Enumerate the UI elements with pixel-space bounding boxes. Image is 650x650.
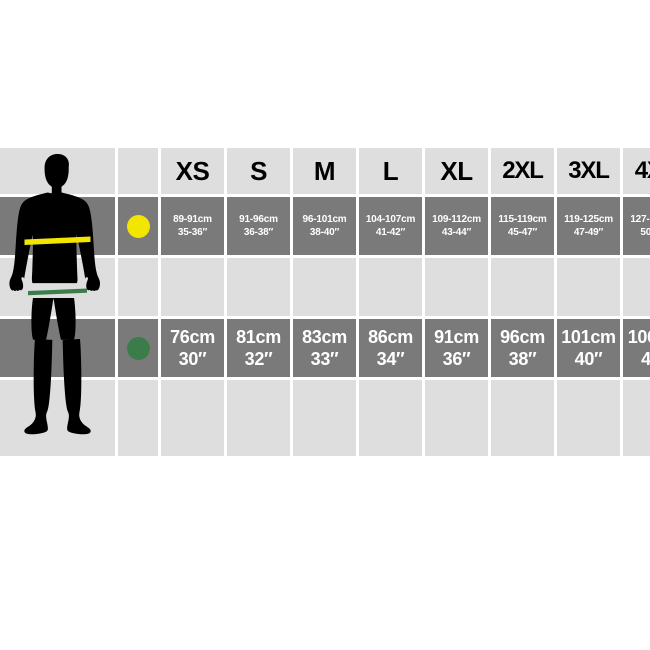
chest-cm-3xl: 119-125cm xyxy=(564,213,613,225)
legend-cell-footer xyxy=(118,380,158,456)
waist-cm-m: 83cm xyxy=(302,326,347,347)
spacer-cell-2xl xyxy=(491,258,554,316)
column-header-m: M xyxy=(293,148,356,194)
waist-cell-3xl: 101cm 40″ xyxy=(557,319,620,377)
chest-cell-4xl: 127-132cm 50-52″ xyxy=(623,197,650,255)
figure-cell-waist-row xyxy=(0,319,115,377)
figure-cell-chest-row xyxy=(0,197,115,255)
waist-in-2xl: 38″ xyxy=(508,349,537,369)
column-header-3xl: 3XL xyxy=(557,148,620,194)
spacer-cell-l xyxy=(359,258,422,316)
chest-cm-xl: 109-112cm xyxy=(432,213,481,225)
chest-cm-m: 96-101cm xyxy=(302,213,347,225)
green-dot-icon xyxy=(126,336,150,360)
chest-cell-xs: 89-91cm 35-36″ xyxy=(161,197,224,255)
waist-cm-xl: 91cm xyxy=(434,326,479,347)
legend-cell-spacer xyxy=(118,258,158,316)
waist-cell-xl: 91cm 36″ xyxy=(425,319,488,377)
column-header-2xl: 2XL xyxy=(491,148,554,194)
chest-in-s: 36-38″ xyxy=(243,227,274,238)
chest-cm-s: 91-96cm xyxy=(239,213,278,225)
spacer-cell-m xyxy=(293,258,356,316)
waist-cell-m: 83cm 33″ xyxy=(293,319,356,377)
waist-cm-4xl: 106cm xyxy=(627,326,650,347)
waist-in-xl: 36″ xyxy=(442,349,471,369)
figure-cell-header xyxy=(0,148,115,194)
column-header-xl: XL xyxy=(425,148,488,194)
column-header-4xl: 4XL xyxy=(623,148,650,194)
waist-cell-4xl: 106cm 42″ xyxy=(623,319,650,377)
spacer-cell-xs xyxy=(161,258,224,316)
spacer-cell-4xl xyxy=(623,258,650,316)
chest-cell-s: 91-96cm 36-38″ xyxy=(227,197,290,255)
chest-cm-2xl: 115-119cm xyxy=(498,213,547,225)
column-header-s: S xyxy=(227,148,290,194)
chest-in-3xl: 47-49″ xyxy=(573,227,604,238)
chest-cell-xl: 109-112cm 43-44″ xyxy=(425,197,488,255)
chest-cell-3xl: 119-125cm 47-49″ xyxy=(557,197,620,255)
chest-cell-m: 96-101cm 38-40″ xyxy=(293,197,356,255)
legend-cell-waist xyxy=(118,319,158,377)
size-chart: XS S M L XL 2XL 3XL 4XL 89-91cm 35-36″ 9… xyxy=(0,148,650,456)
footer-cell-s xyxy=(227,380,290,456)
waist-cm-2xl: 96cm xyxy=(500,326,545,347)
column-header-l: L xyxy=(359,148,422,194)
column-header-xs: XS xyxy=(161,148,224,194)
waist-cm-s: 81cm xyxy=(236,326,281,347)
chest-cell-2xl: 115-119cm 45-47″ xyxy=(491,197,554,255)
waist-in-xs: 30″ xyxy=(178,349,207,369)
legend-cell-header xyxy=(118,148,158,194)
footer-cell-4xl xyxy=(623,380,650,456)
spacer-cell-xl xyxy=(425,258,488,316)
footer-cell-m xyxy=(293,380,356,456)
chest-in-4xl: 50-52″ xyxy=(640,227,650,238)
chest-in-l: 41-42″ xyxy=(375,227,406,238)
spacer-cell-s xyxy=(227,258,290,316)
waist-in-l: 34″ xyxy=(376,349,405,369)
footer-cell-2xl xyxy=(491,380,554,456)
chest-cm-4xl: 127-132cm xyxy=(630,213,650,225)
legend-cell-chest xyxy=(118,197,158,255)
waist-cell-l: 86cm 34″ xyxy=(359,319,422,377)
waist-cm-l: 86cm xyxy=(368,326,413,347)
size-chart-grid: XS S M L XL 2XL 3XL 4XL 89-91cm 35-36″ 9… xyxy=(0,148,650,456)
footer-cell-3xl xyxy=(557,380,620,456)
waist-in-s: 32″ xyxy=(244,349,273,369)
footer-cell-l xyxy=(359,380,422,456)
chest-in-xs: 35-36″ xyxy=(177,227,208,238)
figure-cell-spacer xyxy=(0,258,115,316)
waist-cell-2xl: 96cm 38″ xyxy=(491,319,554,377)
yellow-dot-icon xyxy=(126,214,150,238)
waist-cm-3xl: 101cm xyxy=(561,326,616,347)
chest-cm-l: 104-107cm xyxy=(365,213,416,225)
spacer-cell-3xl xyxy=(557,258,620,316)
footer-cell-xl xyxy=(425,380,488,456)
footer-cell-xs xyxy=(161,380,224,456)
waist-in-4xl: 42″ xyxy=(641,349,650,369)
waist-in-3xl: 40″ xyxy=(574,349,603,369)
chest-in-m: 38-40″ xyxy=(309,227,340,238)
chest-cell-l: 104-107cm 41-42″ xyxy=(359,197,422,255)
chest-in-2xl: 45-47″ xyxy=(507,227,538,238)
figure-cell-footer xyxy=(0,380,115,456)
waist-in-m: 33″ xyxy=(310,349,339,369)
waist-cm-xs: 76cm xyxy=(170,326,215,347)
chest-cm-xs: 89-91cm xyxy=(173,213,212,225)
chest-in-xl: 43-44″ xyxy=(441,227,472,238)
waist-cell-s: 81cm 32″ xyxy=(227,319,290,377)
waist-cell-xs: 76cm 30″ xyxy=(161,319,224,377)
